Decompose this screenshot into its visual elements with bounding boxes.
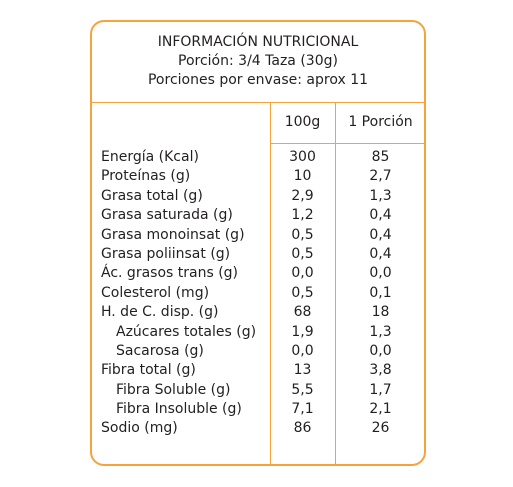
nutrient-name: Fibra Insoluble (g)	[116, 401, 242, 418]
value-per-100g: 0,5	[291, 226, 314, 243]
value-per-serving: 26	[371, 420, 390, 437]
value-per-serving: 0,0	[369, 342, 392, 359]
nutrient-row-available-carbs: H. de C. disp. (g) 68 18	[92, 303, 424, 322]
value-per-serving: 1,7	[369, 381, 392, 398]
nutrient-name: Grasa saturada (g)	[101, 207, 233, 224]
value-per-serving: 0,1	[369, 284, 392, 301]
value-per-100g: 1,9	[291, 323, 314, 340]
value-per-100g: 86	[293, 420, 312, 437]
value-per-serving: 0,4	[369, 207, 392, 224]
value-per-serving: 2,1	[369, 401, 392, 418]
value-per-100g: 0,5	[291, 284, 314, 301]
nutrient-row-polyunsaturated-fat: Grasa poliinsat (g) 0,5 0,4	[92, 245, 424, 264]
value-per-serving: 3,8	[369, 362, 392, 379]
value-per-serving: 0,4	[369, 245, 392, 262]
nutrient-name: Sodio (mg)	[101, 420, 178, 437]
label-header: INFORMACIÓN NUTRICIONAL Porción: 3/4 Taz…	[92, 22, 424, 103]
column-divider-right	[335, 102, 336, 464]
nutrient-row-trans-fat: Ác. grasos trans (g) 0,0 0,0	[92, 264, 424, 283]
value-per-serving: 1,3	[369, 323, 392, 340]
nutrient-row-energy: Energía (Kcal) 300 85	[92, 148, 424, 167]
nutrient-row-sodium: Sodio (mg) 86 26	[92, 419, 424, 438]
nutrient-name: Fibra total (g)	[101, 362, 196, 379]
nutrient-row-total-fat: Grasa total (g) 2,9 1,3	[92, 187, 424, 206]
nutrient-row-protein: Proteínas (g) 10 2,7	[92, 167, 424, 186]
serving-size: Porción: 3/4 Taza (30g)	[178, 53, 338, 69]
nutrient-row-cholesterol: Colesterol (mg) 0,5 0,1	[92, 284, 424, 303]
nutrient-name: Colesterol (mg)	[101, 284, 210, 301]
value-per-100g: 300	[289, 149, 316, 165]
value-per-100g: 0,0	[291, 265, 314, 282]
nutrient-name: Fibra Soluble (g)	[116, 381, 231, 398]
value-per-100g: 1,2	[291, 207, 314, 224]
column-header-divider	[270, 143, 424, 144]
nutrient-row-soluble-fiber: Fibra Soluble (g) 5,5 1,7	[92, 381, 424, 400]
nutrient-row-total-fiber: Fibra total (g) 13 3,8	[92, 361, 424, 380]
value-per-100g: 68	[293, 304, 312, 321]
value-per-100g: 7,1	[291, 401, 314, 418]
nutrient-name: Energía (Kcal)	[101, 149, 199, 165]
nutrition-facts-label: INFORMACIÓN NUTRICIONAL Porción: 3/4 Taz…	[90, 20, 426, 466]
column-header-per-serving: 1 Porción	[348, 114, 413, 130]
nutrient-row-total-sugars: Azúcares totales (g) 1,9 1,3	[92, 323, 424, 342]
nutrient-name: Proteínas (g)	[101, 168, 191, 185]
nutrient-name: H. de C. disp. (g)	[101, 304, 219, 321]
value-per-serving: 2,7	[369, 168, 392, 185]
servings-per-container: Porciones por envase: aprox 11	[147, 72, 369, 88]
value-per-100g: 0,5	[291, 245, 314, 262]
nutrient-name: Ác. grasos trans (g)	[101, 265, 239, 282]
value-per-100g: 2,9	[291, 187, 314, 204]
column-divider-left	[270, 102, 271, 464]
value-per-100g: 13	[293, 362, 312, 379]
column-header-100g: 100g	[284, 114, 321, 130]
nutrient-name: Sacarosa (g)	[116, 342, 204, 359]
nutrient-row-sucrose: Sacarosa (g) 0,0 0,0	[92, 342, 424, 361]
nutrient-name: Grasa monoinsat (g)	[101, 226, 245, 243]
nutrient-table: Energía (Kcal) 300 85 Proteínas (g) 10 2…	[92, 148, 424, 439]
value-per-serving: 0,0	[369, 265, 392, 282]
nutrient-name: Azúcares totales (g)	[116, 323, 257, 340]
value-per-100g: 5,5	[291, 381, 314, 398]
value-per-100g: 0,0	[291, 342, 314, 359]
nutrient-name: Grasa poliinsat (g)	[101, 245, 231, 262]
nutrient-row-saturated-fat: Grasa saturada (g) 1,2 0,4	[92, 206, 424, 225]
value-per-serving: 18	[371, 304, 390, 321]
value-per-100g: 10	[293, 168, 312, 185]
value-per-serving: 85	[371, 149, 390, 165]
label-title: INFORMACIÓN NUTRICIONAL	[157, 34, 359, 50]
nutrient-row-insoluble-fiber: Fibra Insoluble (g) 7,1 2,1	[92, 400, 424, 419]
value-per-serving: 1,3	[369, 187, 392, 204]
value-per-serving: 0,4	[369, 226, 392, 243]
nutrient-row-monounsaturated-fat: Grasa monoinsat (g) 0,5 0,4	[92, 226, 424, 245]
nutrient-name: Grasa total (g)	[101, 187, 203, 204]
